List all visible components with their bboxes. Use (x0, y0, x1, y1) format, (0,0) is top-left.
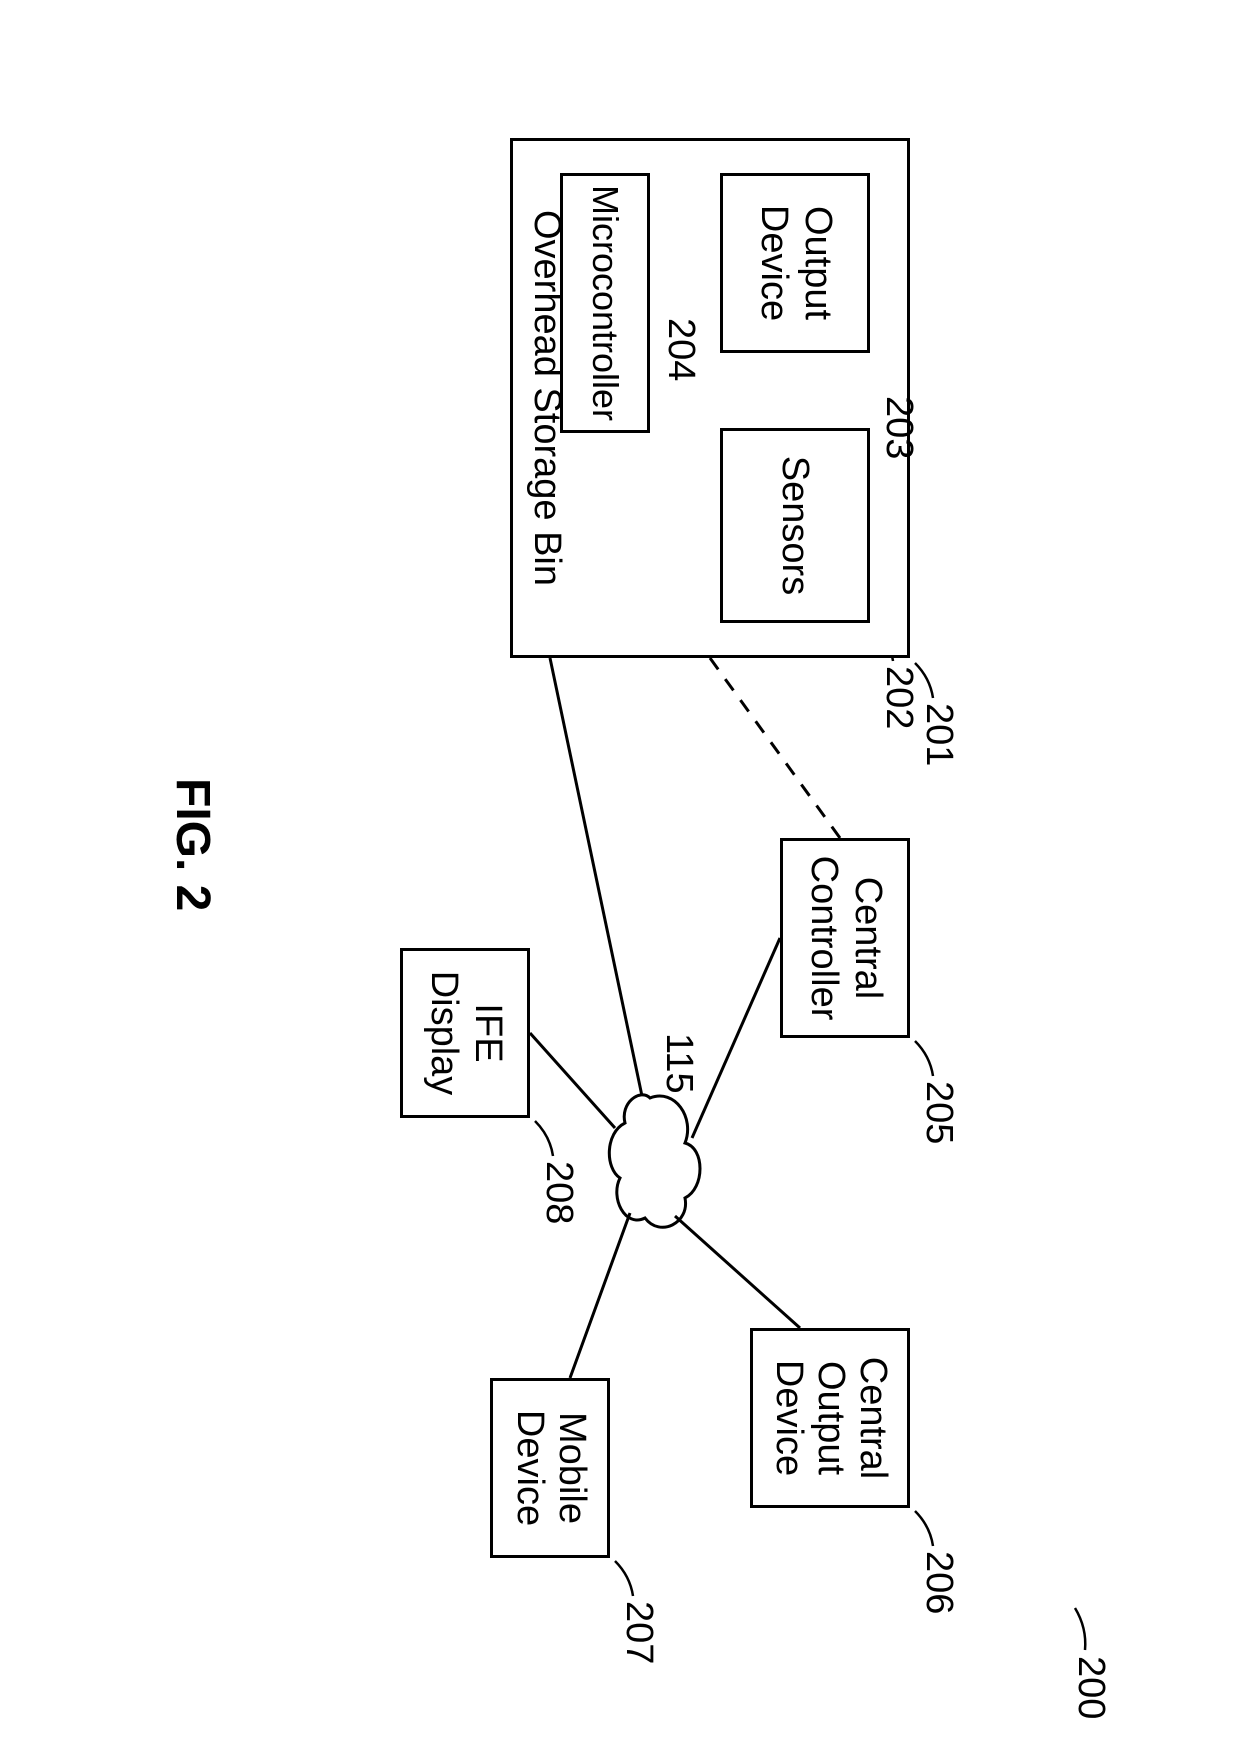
system-ref: 200 (1069, 1656, 1112, 1719)
cloud-icon (609, 1094, 700, 1226)
ife-display-ref: 208 (537, 1161, 580, 1224)
overhead-bin-ref: 201 (917, 703, 960, 766)
microcontroller-box: Microcontroller (560, 173, 650, 433)
central-output-box: Central Output Device (750, 1328, 910, 1508)
output-device-box: Output Device (720, 173, 870, 353)
central-controller-box: Central Controller (780, 838, 910, 1038)
cloud-ref: 115 (657, 1033, 700, 1094)
microcontroller-label: Microcontroller (584, 184, 626, 420)
output-device-ref: 203 (877, 396, 920, 459)
mobile-device-ref: 207 (617, 1601, 660, 1664)
ife-display-label: IFE Display (421, 970, 508, 1095)
central-output-ref: 206 (917, 1551, 960, 1614)
central-output-label: Central Output Device (767, 1356, 892, 1479)
mobile-device-label: Mobile Device (508, 1409, 592, 1525)
mobile-device-box: Mobile Device (490, 1378, 610, 1558)
ife-display-box: IFE Display (400, 948, 530, 1118)
central-controller-label: Central Controller (801, 855, 888, 1020)
figure-title: FIG. 2 (165, 778, 220, 911)
microcontroller-ref: 204 (659, 318, 702, 381)
sensors-ref: 202 (877, 666, 920, 729)
sensors-box: Sensors (720, 428, 870, 623)
output-device-label: Output Device (751, 204, 838, 320)
sensors-label: Sensors (774, 455, 817, 594)
central-controller-ref: 205 (917, 1081, 960, 1144)
diagram-canvas: Overhead Storage Bin 201 Output Device 2… (70, 78, 1170, 1678)
